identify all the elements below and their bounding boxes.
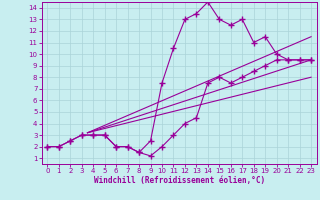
X-axis label: Windchill (Refroidissement éolien,°C): Windchill (Refroidissement éolien,°C) [94,176,265,185]
